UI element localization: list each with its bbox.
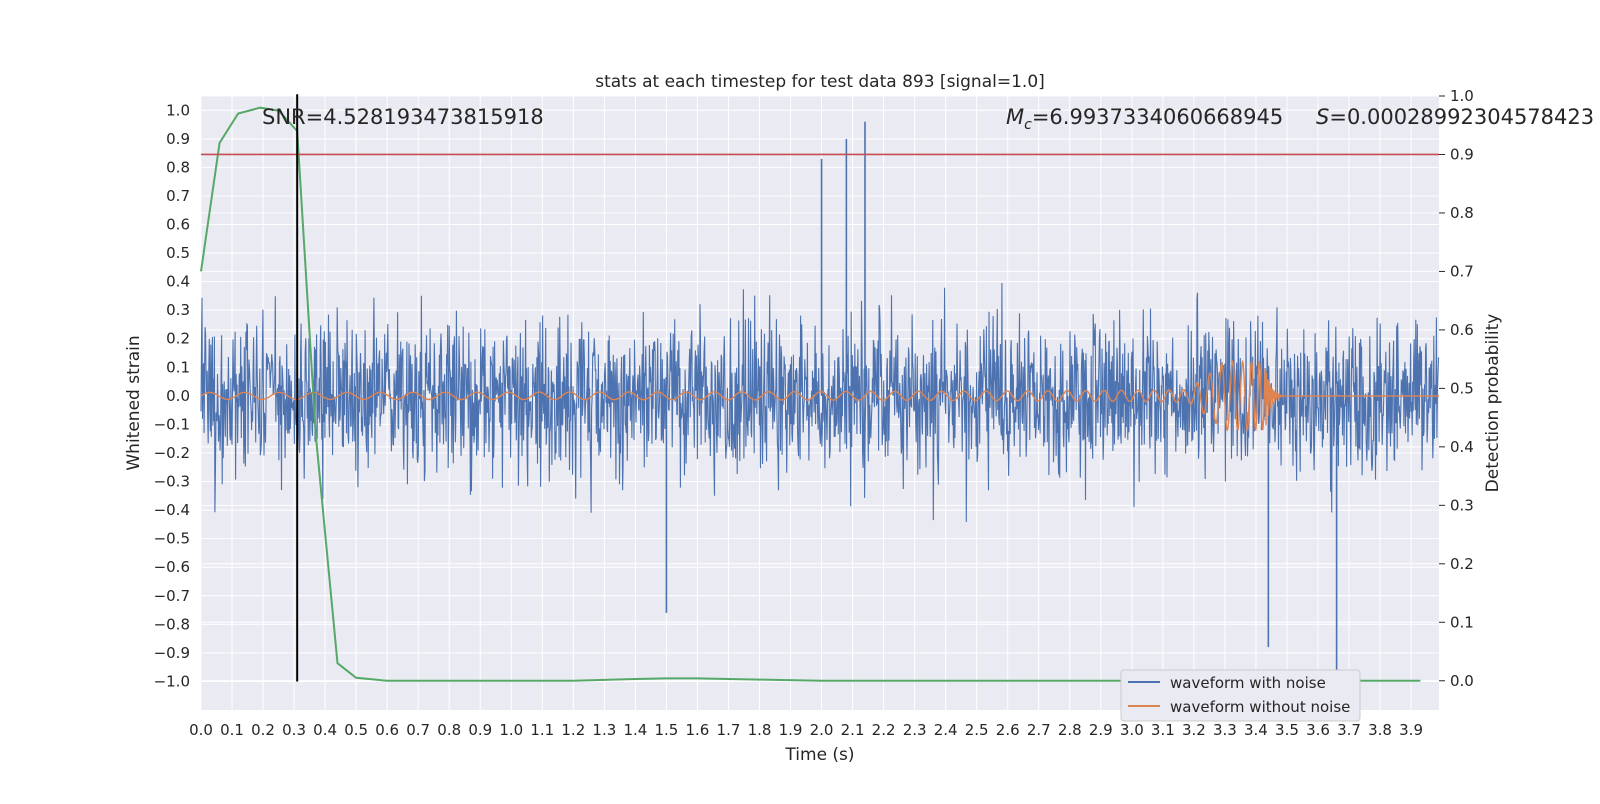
x-tick-label: 3.9: [1399, 721, 1423, 739]
y-tick-label: 0.2: [166, 330, 190, 348]
chart-title: stats at each timestep for test data 893…: [595, 72, 1045, 92]
y-tick-label: 0.6: [166, 216, 190, 234]
y-tick-label: 0.4: [166, 273, 190, 291]
x-tick-label: 1.3: [592, 721, 616, 739]
ticks: 0.0 0.1 0.2 0.3 0.4 0.5 0.6 0.7 0.8 0.9 1.0 1.1 1.2 1…: [154, 87, 1474, 739]
x-axis-label: Time (s): [784, 745, 854, 765]
y2-tick-label: 0.0: [1450, 672, 1474, 690]
mc-symbol: M: [1006, 105, 1024, 129]
x-tick-label: 0.1: [220, 721, 244, 739]
x-tick-label: 1.1: [530, 721, 554, 739]
x-tick-label: 1.9: [779, 721, 803, 739]
x-tick-label: 2.5: [965, 721, 989, 739]
y-tick-label: 0.0: [166, 387, 190, 405]
data-layer: [200, 94, 1440, 682]
x-tick-label: 0.2: [251, 721, 275, 739]
y-tick-label: 0.8: [166, 158, 190, 176]
y-tick-label: 0.1: [166, 358, 190, 376]
y-tick-label: −0.6: [154, 558, 190, 576]
x-tick-label: 0.4: [313, 721, 337, 739]
series-waveform-without-noise: [200, 358, 1439, 432]
x-tick-label: 2.4: [934, 721, 958, 739]
x-tick-label: 0.8: [437, 721, 461, 739]
x-tick-label: 0.9: [468, 721, 492, 739]
y-tick-label: −0.9: [154, 644, 190, 662]
y2-tick-label: 0.5: [1450, 379, 1474, 397]
mc-subscript: c: [1024, 117, 1032, 133]
y2-tick-label: 0.7: [1450, 262, 1474, 280]
x-tick-label: 2.6: [996, 721, 1020, 739]
y2-tick-label: 0.3: [1450, 496, 1474, 514]
x-tick-label: 0.5: [344, 721, 368, 739]
series-detection-probability: [200, 106, 1421, 682]
x-tick-label: 1.0: [499, 721, 523, 739]
y-tick-label: −0.7: [154, 587, 190, 605]
y-tick-label: −0.5: [154, 530, 190, 548]
x-tick-label: 1.8: [748, 721, 772, 739]
x-tick-label: 0.0: [189, 721, 213, 739]
y2-tick-label: 0.1: [1450, 613, 1474, 631]
s-annotation: S=0.00028992304578423 5: [1316, 105, 1600, 129]
x-tick-label: 1.2: [561, 721, 585, 739]
x-tick-label: 1.6: [686, 721, 710, 739]
x-tick-label: 2.1: [841, 721, 865, 739]
x-tick-label: 2.2: [872, 721, 896, 739]
y2-tick-label: 0.6: [1450, 321, 1474, 339]
y-tick-label: 0.3: [166, 301, 190, 319]
y-tick-label: 0.7: [166, 187, 190, 205]
y-axis-label: Whitened strain: [124, 335, 144, 470]
x-tick-label: 2.3: [903, 721, 927, 739]
y2-tick-label: 0.2: [1450, 555, 1474, 573]
snr-annotation: SNR=4.528193473815918: [262, 105, 544, 129]
y-tick-label: −0.3: [154, 473, 190, 491]
y2-tick-label: 0.9: [1450, 145, 1474, 163]
x-tick-label: 3.4: [1244, 721, 1268, 739]
y2-tick-label: 0.8: [1450, 204, 1474, 222]
x-tick-label: 3.6: [1306, 721, 1330, 739]
x-tick-label: 0.3: [282, 721, 306, 739]
legend-box: [1120, 669, 1361, 722]
legend-label-noise: waveform with noise: [1170, 674, 1326, 692]
x-tick-label: 1.7: [717, 721, 741, 739]
y-tick-label: −0.8: [154, 615, 190, 633]
x-tick-label: 3.7: [1337, 721, 1361, 739]
y2-axis-label: Detection probability: [1483, 314, 1503, 493]
x-tick-label: 2.0: [810, 721, 834, 739]
x-tick-label: 3.5: [1275, 721, 1299, 739]
x-tick-label: 0.7: [406, 721, 430, 739]
x-tick-label: 3.2: [1182, 721, 1206, 739]
mc-annotation: Mc=6.9937334060668945: [1006, 105, 1283, 133]
x-tick-label: 0.6: [375, 721, 399, 739]
y-tick-label: −1.0: [154, 672, 190, 690]
y-tick-label: 0.5: [166, 244, 190, 262]
series-waveform-with-noise: [200, 282, 1440, 523]
y-tick-label: −0.4: [154, 501, 190, 519]
s-value: =0.00028992304578423 5: [1329, 105, 1600, 129]
s-symbol: S: [1316, 105, 1329, 129]
x-tick-label: 2.7: [1027, 721, 1051, 739]
y-tick-label: −0.2: [154, 444, 190, 462]
x-tick-label: 3.8: [1368, 721, 1392, 739]
x-tick-label: 3.3: [1213, 721, 1237, 739]
mc-value: =6.9937334060668945: [1032, 105, 1283, 129]
legend: waveform with noise waveform without noi…: [1120, 669, 1361, 722]
y-tick-label: 0.9: [166, 130, 190, 148]
y-tick-label: −0.1: [154, 415, 190, 433]
legend-label-clean: waveform without noise: [1170, 698, 1350, 716]
x-tick-label: 1.5: [654, 721, 678, 739]
x-tick-label: 1.4: [623, 721, 647, 739]
y-tick-label: 1.0: [166, 101, 190, 119]
x-tick-label: 3.0: [1120, 721, 1144, 739]
x-tick-label: 3.1: [1151, 721, 1175, 739]
x-tick-label: 2.8: [1058, 721, 1082, 739]
y2-tick-label: 1.0: [1450, 87, 1474, 105]
y2-tick-label: 0.4: [1450, 438, 1474, 456]
x-tick-label: 2.9: [1089, 721, 1113, 739]
